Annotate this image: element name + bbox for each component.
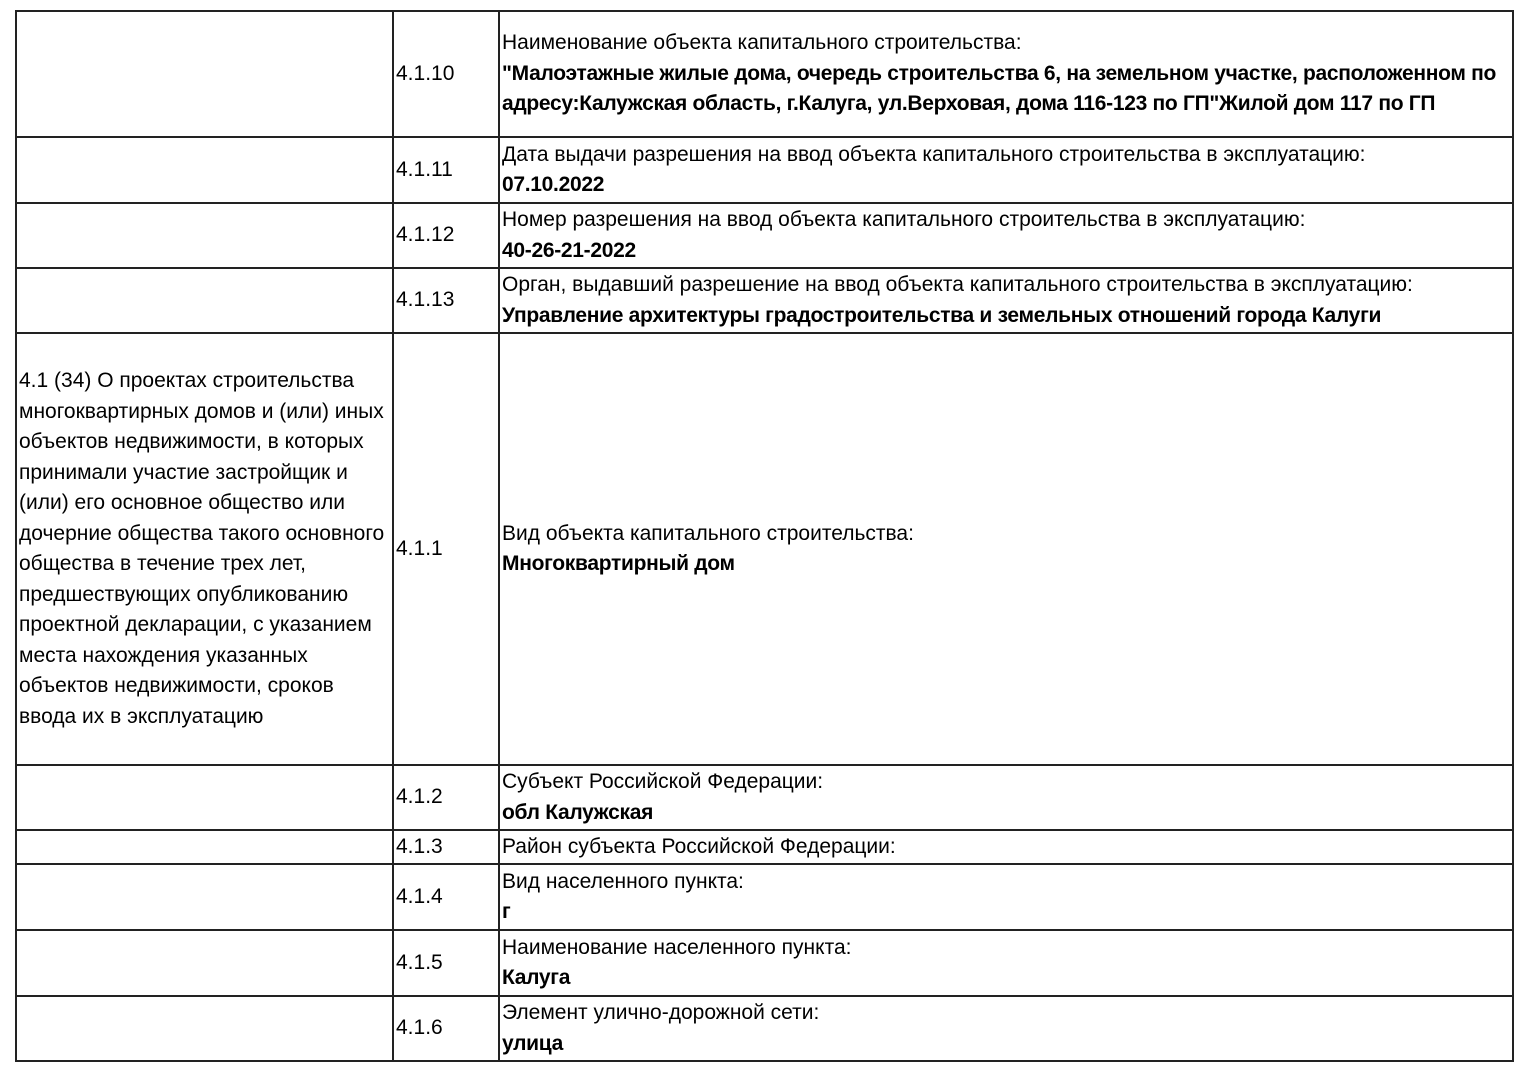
section-cell [15, 863, 394, 931]
item-label: Вид объекта капитального строительства: [502, 521, 914, 545]
item-value: обл Калужская [502, 800, 654, 824]
item-value: 07.10.2022 [502, 173, 605, 196]
section-cell [15, 764, 394, 831]
table-row: 4.1.5 Наименование населенного пункта: Ка… [15, 929, 1514, 997]
section-cell [15, 10, 394, 138]
item-value: Калуга [502, 966, 571, 989]
item-label: Наименование населенного пункта: [502, 935, 852, 959]
declaration-table: 4.1.10 Наименование объекта капитального… [15, 10, 1514, 1062]
item-number: 4.1.12 [392, 202, 500, 269]
item-label: Элемент улично-дорожной сети: [502, 1001, 820, 1024]
item-number: 4.1.10 [392, 10, 500, 138]
table-row: 4.1.12 Номер разрешения на ввод объекта … [15, 202, 1514, 269]
item-cell: Наименование населенного пункта: Калуга [498, 929, 1514, 997]
item-value: улица [502, 1031, 563, 1055]
item-number: 4.1.4 [392, 863, 500, 931]
item-value: "Малоэтажные жилые дома, очередь строите… [502, 61, 1497, 116]
section-cell [15, 995, 394, 1062]
item-number: 4.1.5 [392, 929, 500, 997]
item-number: 4.1.13 [392, 267, 500, 334]
section-cell [15, 136, 394, 204]
item-number: 4.1.11 [392, 136, 500, 204]
section-cell [15, 202, 394, 269]
section-cell [15, 829, 394, 865]
item-cell: Вид населенного пункта: г [498, 863, 1514, 931]
item-label: Район субъекта Российской Федерации: [502, 834, 896, 858]
section-cell [15, 267, 394, 334]
item-value: Управление архитектуры градостроительств… [502, 303, 1382, 327]
item-number: 4.1.3 [392, 829, 500, 865]
item-label: Номер разрешения на ввод объекта капитал… [502, 208, 1306, 231]
item-cell: Элемент улично-дорожной сети: улица [498, 995, 1514, 1062]
item-value: г [502, 900, 511, 923]
item-cell: Субъект Российской Федерации: обл Калужск… [498, 764, 1514, 831]
item-cell: Номер разрешения на ввод объекта капитал… [498, 202, 1514, 269]
item-label: Субъект Российской Федерации: [502, 770, 824, 793]
table-row: 4.1 (34) О проектах строительства многок… [15, 332, 1514, 766]
table-row: 4.1.3 Район субъекта Российской Федераци… [15, 829, 1514, 865]
item-value: 40-26-21-2022 [502, 238, 636, 262]
item-label: Дата выдачи разрешения на ввод объекта к… [502, 142, 1366, 166]
table-row: 4.1.13 Орган, выдавший разрешение на вво… [15, 267, 1514, 334]
item-label: Вид населенного пункта: [502, 869, 744, 893]
item-cell: Дата выдачи разрешения на ввод объекта к… [498, 136, 1514, 204]
item-cell: Район субъекта Российской Федерации: [498, 829, 1514, 865]
table-row: 4.1.2 Субъект Российской Федерации: обл К… [15, 764, 1514, 831]
item-label: Наименование объекта капитального строит… [502, 31, 1022, 55]
item-number: 4.1.1 [392, 332, 500, 766]
table-row: 4.1.10 Наименование объекта капитального… [15, 10, 1514, 138]
section-cell [15, 929, 394, 997]
table-row: 4.1.11 Дата выдачи разрешения на ввод об… [15, 136, 1514, 204]
table-row: 4.1.4 Вид населенного пункта: г [15, 863, 1514, 931]
section-cell: 4.1 (34) О проектах строительства многок… [15, 332, 394, 766]
item-cell: Орган, выдавший разрешение на ввод объек… [498, 267, 1514, 334]
table-row: 4.1.6 Элемент улично-дорожной сети: улица [15, 995, 1514, 1062]
item-cell: Наименование объекта капитального строит… [498, 10, 1514, 138]
item-cell: Вид объекта капитального строительства: М… [498, 332, 1514, 766]
item-number: 4.1.2 [392, 764, 500, 831]
item-label: Орган, выдавший разрешение на ввод объек… [502, 273, 1413, 296]
item-number: 4.1.6 [392, 995, 500, 1062]
item-value: Многоквартирный дом [502, 552, 735, 575]
